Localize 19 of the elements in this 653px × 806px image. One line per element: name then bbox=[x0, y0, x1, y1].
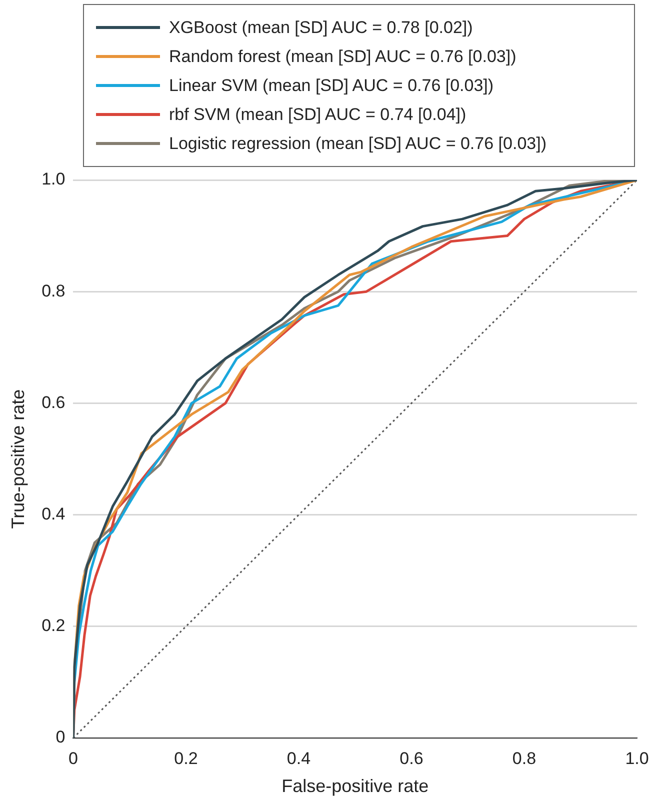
y-tick-label: 1.0 bbox=[42, 170, 66, 189]
legend-label: XGBoost (mean [SD] AUC = 0.78 [0.02]) bbox=[169, 18, 473, 38]
x-axis-title: False-positive rate bbox=[282, 776, 429, 796]
y-tick-label: 0.8 bbox=[42, 281, 66, 300]
y-tick-label: 0.2 bbox=[42, 616, 66, 636]
x-tick-label: 0.4 bbox=[286, 748, 311, 768]
x-tick-label: 0.6 bbox=[400, 748, 424, 768]
y-tick-label: 0.4 bbox=[42, 504, 66, 524]
legend-label: Logistic regression (mean [SD] AUC = 0.76 [0.03]) bbox=[169, 134, 546, 154]
y-tick-label: 0 bbox=[56, 728, 66, 747]
x-tick-label: 0 bbox=[68, 748, 78, 768]
x-tick-label: 1.0 bbox=[625, 748, 649, 768]
legend-label: Linear SVM (mean [SD] AUC = 0.76 [0.03]) bbox=[169, 76, 494, 96]
x-tick-label: 0.8 bbox=[512, 748, 536, 768]
legend-label: Random forest (mean [SD] AUC = 0.76 [0.03]) bbox=[169, 46, 516, 66]
y-axis-title: True-positive rate bbox=[8, 389, 28, 529]
x-tick-label: 0.2 bbox=[174, 748, 198, 768]
y-tick-label: 0.6 bbox=[42, 392, 66, 412]
legend-label: rbf SVM (mean [SD] AUC = 0.74 [0.04]) bbox=[169, 104, 466, 124]
